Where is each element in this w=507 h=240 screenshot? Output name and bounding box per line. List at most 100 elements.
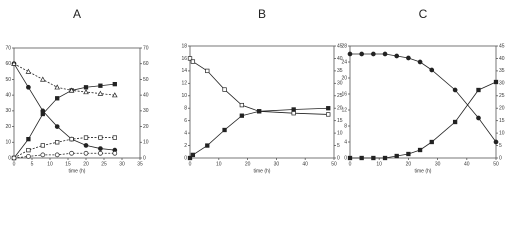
y2-tick-label: 20 [499,106,505,112]
marker [98,135,103,140]
x-tick-label: 10 [376,161,382,167]
marker [112,150,118,156]
y-tick-label: 28 [341,43,347,49]
marker [347,51,353,57]
plot-frame [189,45,335,159]
y-tick-label: 30 [5,108,11,114]
y-tick-label: 16 [181,56,187,62]
marker [54,84,60,90]
x-tick-label: 15 [65,161,71,167]
marker [40,76,46,82]
x-tick-label: 20 [245,161,251,167]
y2-tick-label: 35 [337,68,343,74]
marker [83,89,89,95]
y2-tick-label: 30 [143,108,149,114]
marker [26,154,31,159]
marker [11,155,17,161]
marker [26,147,31,153]
marker [190,152,196,158]
y-tick-label: 10 [5,140,11,146]
series-line [13,63,115,96]
marker [359,155,364,161]
marker [97,90,104,96]
x-tick-label: 40 [302,161,308,167]
marker [190,59,196,64]
marker [493,139,499,145]
y-tick-label: 60 [5,61,11,67]
x-tick-label: 50 [331,161,337,167]
x-tick-label: 10 [47,161,53,167]
y2-tick-label: 0 [337,155,340,161]
y2-tick-label: 20 [337,106,343,112]
y2-tick-label: 30 [499,81,505,87]
y-tick-label: 6 [184,118,187,124]
marker [222,127,227,133]
marker [493,79,499,85]
marker [222,87,227,92]
plot-frame [349,45,497,159]
x-axis-label: time (h) [254,168,271,174]
marker [452,87,458,93]
series-line [13,63,115,151]
marker [40,111,45,117]
y2-tick-label: 20 [143,124,149,130]
marker [406,151,411,157]
marker [291,111,296,116]
marker [98,150,103,156]
marker [205,68,210,74]
marker [40,143,45,148]
marker [69,150,74,156]
marker [112,92,118,98]
figure: A0 5 10 15 20 25 30 350102030405060700102030405… [5,7,505,174]
x-tick-label: 30 [274,161,280,167]
y-tick-label: 12 [181,81,187,87]
marker [83,143,89,148]
marker [40,152,46,158]
x-tick-label: 0 [189,161,192,167]
marker [68,87,75,93]
y2-tick-label: 50 [143,77,149,83]
series-line [350,53,497,143]
marker [83,135,89,140]
panel-label: C [419,7,428,21]
x-axis-label: time (h) [415,168,432,174]
marker [476,115,481,121]
x-tick-label: 30 [119,161,125,167]
marker [476,87,481,93]
marker [69,136,74,142]
series-line [13,152,115,159]
marker [112,135,117,140]
y-tick-label: 8 [184,106,187,112]
marker [256,109,262,114]
y2-tick-label: 10 [337,130,343,136]
series-line [13,137,115,159]
y2-tick-label: 30 [337,81,343,87]
series-line [350,81,497,159]
plot-frame [13,47,141,159]
y-tick-label: 0 [184,155,187,161]
y-tick-label: 70 [5,45,11,51]
marker [239,113,244,118]
y-tick-label: 20 [5,124,11,130]
y-tick-label: 2 [184,143,187,149]
y2-tick-label: 35 [499,68,505,74]
marker [83,85,89,90]
x-tick-label: 10 [216,161,222,167]
x-tick-label: 40 [464,161,470,167]
x-tick-label: 0 [349,161,352,167]
marker [25,68,32,74]
y-tick-label: 8 [344,123,347,129]
marker [55,140,60,145]
x-tick-label: 20 [83,161,89,167]
y-tick-label: 16 [341,91,347,97]
y2-tick-label: 15 [337,118,343,124]
y2-tick-label: 40 [143,92,149,98]
y2-tick-label: 45 [499,43,505,49]
marker [417,147,423,153]
marker [112,81,117,87]
marker [98,146,103,151]
y2-tick-label: 25 [499,93,505,99]
y2-tick-label: 70 [143,45,149,51]
y-tick-label: 40 [5,92,11,98]
y2-tick-label: 15 [499,118,505,124]
